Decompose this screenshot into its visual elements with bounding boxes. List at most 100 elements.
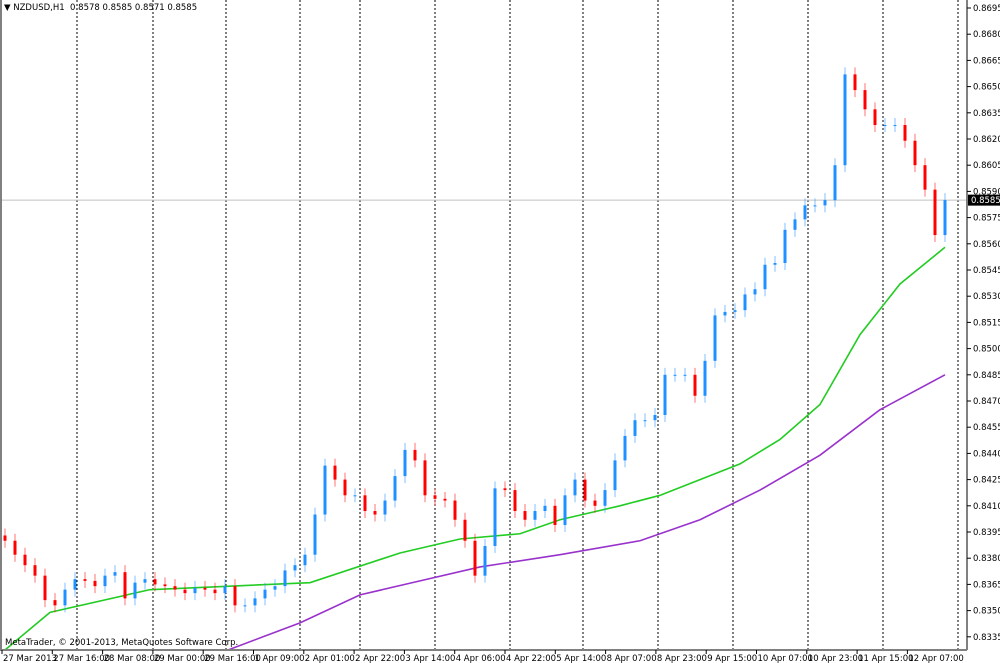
candle-body bbox=[173, 586, 177, 590]
candle-body bbox=[143, 579, 147, 583]
y-tick-label: 0.8335 bbox=[973, 633, 1000, 643]
x-tick-label: 4 Apr 22:00 bbox=[506, 654, 556, 663]
candle-body bbox=[133, 582, 137, 599]
candle-body bbox=[603, 490, 607, 506]
x-tick-label: 27 Mar 16:00 bbox=[53, 654, 110, 663]
y-tick-label: 0.8545 bbox=[973, 266, 1000, 276]
bull-candle bbox=[763, 257, 767, 297]
bear-candle bbox=[463, 512, 467, 548]
bull-candle bbox=[393, 469, 397, 508]
candle-body bbox=[533, 511, 537, 520]
bear-candle bbox=[183, 582, 187, 601]
bear-candle bbox=[503, 481, 507, 498]
chart-title: ▼ NZDUSD,H1 0.8578 0.8585 0.8571 0.8585 bbox=[4, 3, 197, 13]
bear-candle bbox=[583, 472, 587, 508]
candle-body bbox=[813, 205, 817, 207]
candle-body bbox=[3, 535, 7, 541]
price-axis[interactable]: 0.8695 0.8680 0.8665 0.8650 0.8635 0.8620 0.86… bbox=[967, 4, 1000, 643]
y-tick-label: 0.8470 bbox=[973, 397, 1000, 407]
y-tick-label: 0.8485 bbox=[973, 371, 1000, 381]
candle-body bbox=[413, 449, 417, 461]
candle-body bbox=[893, 125, 897, 127]
candle-body bbox=[243, 605, 247, 607]
bear-candle bbox=[343, 472, 347, 503]
candle-body bbox=[193, 587, 197, 594]
candle-body bbox=[663, 374, 667, 415]
candle-body bbox=[163, 584, 167, 587]
bear-candle bbox=[53, 593, 57, 613]
candle-body bbox=[463, 519, 467, 541]
y-tick-label: 0.8695 bbox=[973, 4, 1000, 14]
bull-candle bbox=[653, 407, 657, 428]
bear-candle bbox=[423, 453, 427, 503]
bull-candle bbox=[543, 498, 547, 519]
bear-candle bbox=[333, 458, 337, 487]
candle-body bbox=[183, 589, 187, 594]
bull-candle bbox=[793, 212, 797, 237]
candle-body bbox=[453, 500, 457, 520]
candle-body bbox=[433, 495, 437, 499]
bull-candle bbox=[253, 591, 257, 613]
candle-body bbox=[373, 511, 377, 515]
bull-candle bbox=[243, 598, 247, 613]
candle-body bbox=[673, 374, 677, 376]
candle-body bbox=[573, 479, 577, 496]
y-tick-label: 0.8680 bbox=[973, 30, 1000, 40]
candle-body bbox=[933, 189, 937, 236]
y-tick-label: 0.8560 bbox=[973, 240, 1000, 250]
y-tick-label: 0.8410 bbox=[973, 502, 1000, 512]
bull-candle bbox=[823, 193, 827, 213]
bull-candle bbox=[323, 458, 327, 522]
x-tick-label: 28 Mar 08:00 bbox=[104, 654, 161, 663]
bull-candle bbox=[403, 442, 407, 484]
candle-body bbox=[343, 479, 347, 496]
candle-body bbox=[63, 589, 67, 606]
candle-body bbox=[833, 165, 837, 201]
candle-body bbox=[493, 488, 497, 546]
candle-body bbox=[23, 554, 27, 566]
candle-body bbox=[403, 449, 407, 477]
y-tick-label: 0.8365 bbox=[973, 580, 1000, 590]
candle-body bbox=[113, 572, 117, 576]
bear-candle bbox=[83, 572, 87, 588]
copyright-text: MetaTrader, © 2001-2013, MetaQuotes Soft… bbox=[5, 638, 239, 648]
candle-body bbox=[423, 460, 427, 496]
candle-body bbox=[513, 490, 517, 512]
x-tick-label: 10 Apr 07:00 bbox=[758, 654, 813, 663]
bull-candle bbox=[113, 565, 117, 583]
bear-candle bbox=[173, 579, 177, 597]
y-tick-label: 0.8380 bbox=[973, 554, 1000, 564]
bull-candle bbox=[893, 118, 897, 133]
candle-body bbox=[93, 580, 97, 587]
x-tick-label: 9 Apr 15:00 bbox=[707, 654, 757, 663]
x-tick-label: 1 Apr 09:00 bbox=[255, 654, 305, 663]
candle-body bbox=[723, 311, 727, 316]
bull-candle bbox=[833, 158, 837, 208]
candle-body bbox=[473, 540, 477, 576]
candle-body bbox=[803, 205, 807, 220]
bear-candle bbox=[513, 483, 517, 519]
candle-body bbox=[633, 420, 637, 436]
y-tick-label: 0.8590 bbox=[973, 187, 1000, 197]
bull-candle bbox=[683, 367, 687, 382]
bear-candle bbox=[163, 577, 167, 594]
candle-body bbox=[553, 505, 557, 526]
triangle-down-icon[interactable]: ▼ bbox=[4, 3, 14, 13]
bear-candle bbox=[443, 491, 447, 508]
bear-candle bbox=[203, 580, 207, 597]
bear-candle bbox=[913, 133, 917, 173]
bull-candle bbox=[813, 198, 817, 213]
candle-body bbox=[853, 74, 857, 91]
candle-body bbox=[83, 579, 87, 581]
y-tick-label: 0.8425 bbox=[973, 476, 1000, 486]
bear-candle bbox=[3, 528, 7, 548]
candle-body bbox=[213, 589, 217, 594]
bear-candle bbox=[23, 547, 27, 573]
candle-body bbox=[383, 500, 387, 515]
bull-candle bbox=[313, 507, 317, 562]
x-tick-label: 29 Mar 00:00 bbox=[154, 654, 211, 663]
candle-body bbox=[443, 498, 447, 501]
bear-candle bbox=[13, 533, 17, 562]
